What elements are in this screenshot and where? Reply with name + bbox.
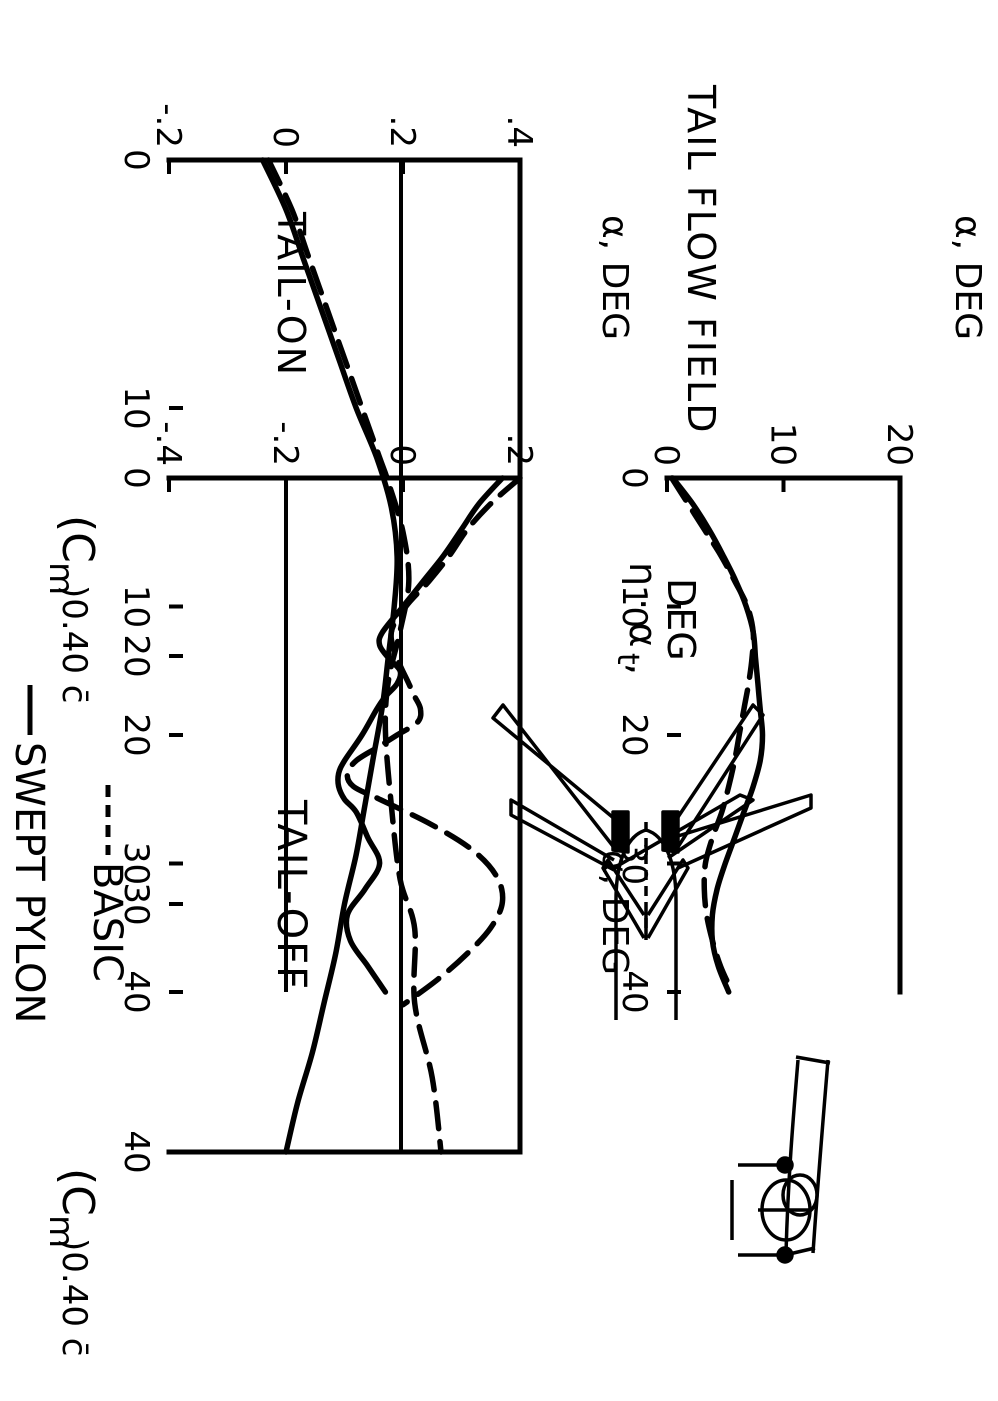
tail-on-ylabel: (C m )0.40 c̄: [41, 515, 103, 703]
tail-off-x-tick-label-20: 20: [116, 634, 156, 677]
tail-flow-field-y-tick-label-20: 20: [879, 423, 919, 466]
tail-off-x-tick-label-10: 10: [116, 386, 156, 429]
tail-flow-field-series: [668, 475, 766, 995]
tail-flow-field-y-tick-label-0: 0: [646, 444, 686, 466]
tail-off-x-tick-label-0: 0: [116, 149, 156, 171]
tail-flow-field-x-tick-label-0: 0: [614, 467, 654, 489]
tail-on-y-tick-label--.4: -.4: [148, 421, 188, 466]
tail-on-y-tick-label--.2: -.2: [265, 421, 305, 466]
tail-flow-field-annotation: TAIL FLOW FIELD: [679, 84, 723, 434]
airplane-front-view-illustration: [730, 1055, 831, 1264]
tail-off-ylabel-ref: )0.40 c̄: [54, 1238, 94, 1356]
tail-flow-field-series-basic: [668, 475, 757, 995]
tail-on-x-tick-label-30: 30: [116, 842, 156, 885]
tail-on-x-tick-label-20: 20: [116, 713, 156, 756]
tail-off-ylabel: (C m )0.40 c̄: [41, 1168, 103, 1356]
tail-flow-field-ylabel-units: DEG: [659, 578, 703, 661]
tail-off-x-tick-label-40: 40: [116, 1130, 156, 1173]
tail-flow-field-ylabel-sub: t: [610, 653, 645, 665]
tail-off-ylabel-sub: m: [41, 1215, 81, 1248]
tail-on-ylabel-main: (C: [52, 515, 103, 563]
tail-on-y-tick-label-0: 0: [382, 444, 422, 466]
tail-on-annotation: TAIL-ON: [269, 211, 313, 377]
tail-on-x-tick-label-0: 0: [116, 467, 156, 489]
tail-on-ticks: 0 10 20 30 40 -.4 -.2 0 .2: [116, 421, 539, 1013]
tail-on-x-tick-label-10: 10: [116, 585, 156, 628]
legend-label-basic: BASIC: [84, 862, 130, 982]
tail-flow-field-x-tick-label-10: 10: [614, 585, 654, 628]
tail-flow-field-ylabel-main: η · α: [621, 562, 665, 647]
tail-off-y-tick-label-.2: .2: [382, 116, 422, 148]
airplane-top-view-illustration: [491, 703, 813, 1020]
tail-flow-field-x-tick-label-20: 20: [614, 713, 654, 756]
tail-flow-field-y-tick-label-10: 10: [763, 423, 803, 466]
tail-flow-field-x-tick-label-40: 40: [614, 970, 654, 1013]
tail-flow-field-xlabel: α, DEG: [947, 215, 988, 340]
tail-flow-field-ylabel: η · α t , DEG: [610, 562, 703, 675]
tail-off-y-tick-label-0: 0: [265, 126, 305, 148]
tail-flow-field-axes: [664, 475, 903, 995]
tail-off-y-tick-label--.2: -.2: [148, 103, 188, 148]
tail-off-axes: [166, 157, 523, 1155]
chart-tail-on: 0 10 20 30 40 -.4 -.2 0 .2 TAIL-ON α, DEG (C m )…: [41, 211, 635, 1014]
tail-flow-field-ylabel-ref: ,: [621, 663, 665, 675]
tail-off-x-tick-label-30: 30: [116, 882, 156, 925]
tail-on-ylabel-ref: )0.40 c̄: [54, 585, 94, 703]
tail-on-ylabel-sub: m: [41, 562, 81, 595]
tail-on-y-tick-label-.2: .2: [499, 434, 539, 466]
legend-label-swept-pylon: SWEPT PYLON: [6, 742, 52, 1023]
tail-off-ylabel-main: (C: [52, 1168, 103, 1216]
tail-on-series-swept-pylon: [335, 475, 506, 995]
tail-on-xlabel: α, DEG: [594, 215, 635, 340]
tail-off-annotation: TAIL-OFF: [268, 799, 314, 991]
tail-on-series-basic: [344, 475, 523, 1008]
tail-on-series: [335, 475, 523, 1008]
tail-off-series-basic: [265, 157, 444, 1155]
legend: SWEPT PYLON BASIC: [6, 685, 130, 1023]
tail-off-y-tick-label-.4: .4: [499, 116, 539, 148]
tail-on-x-tick-label-40: 40: [116, 970, 156, 1013]
